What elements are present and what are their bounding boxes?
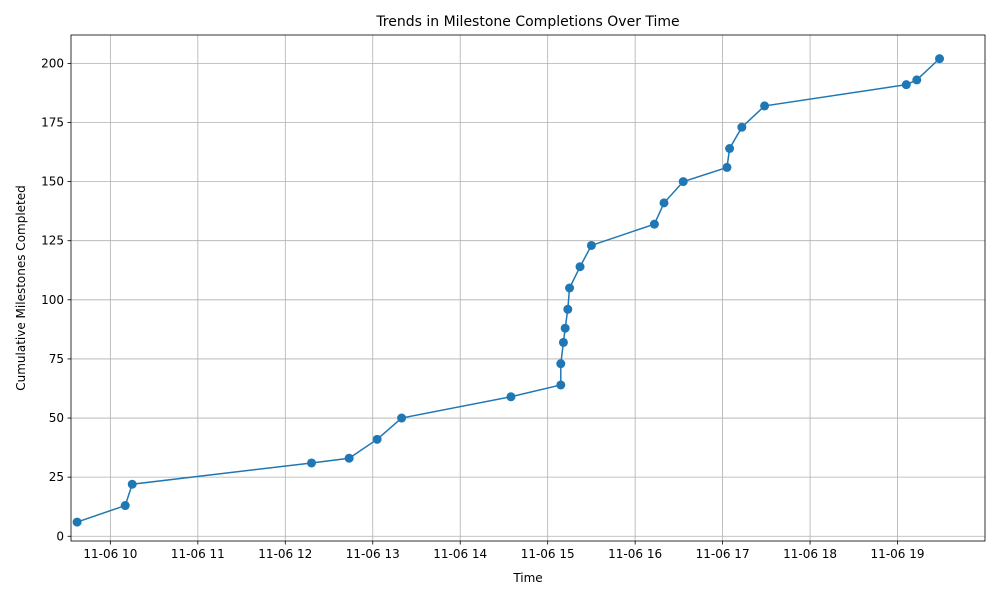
y-tick-label: 200 [41,56,64,70]
grid [71,35,985,541]
data-point [372,434,382,444]
plot-frame [70,34,986,542]
x-tick-label: 11-06 18 [783,547,837,561]
data-point [558,337,568,347]
data-point [912,75,922,85]
y-tick-label: 175 [41,115,64,129]
y-tick-label: 50 [49,411,64,425]
x-tick-label: 11-06 11 [171,547,225,561]
data-point [344,453,354,463]
data-point [760,101,770,111]
data-point [659,198,669,208]
y-tick-label: 150 [41,175,64,189]
data-point [556,359,566,369]
x-tick-label: 11-06 14 [433,547,487,561]
x-tick-label: 11-06 17 [696,547,750,561]
x-tick-label: 11-06 13 [346,547,400,561]
data-point [556,380,566,390]
data-point [935,54,945,64]
data-point [565,283,575,293]
x-tick-label: 11-06 10 [83,547,137,561]
x-tick-label: 11-06 15 [521,547,575,561]
axis-ticks: 11-06 10 11-06 11 11-06 12 11-06 13 11-06 14… [41,56,924,561]
y-tick-label: 25 [49,470,64,484]
data-point [397,413,407,423]
data-point [560,323,570,333]
data-point [127,479,137,489]
x-axis-label: Time [512,571,542,585]
data-point [901,80,911,90]
data-point [307,458,317,468]
data-point [506,392,516,402]
data-point [120,501,130,511]
data-point [72,517,82,527]
data-point [725,143,735,153]
data-point [586,240,596,250]
series-layer [72,54,945,527]
x-tick-label: 11-06 12 [258,547,312,561]
data-point [722,162,732,172]
y-axis-label: Cumulative Milestones Completed [14,185,28,391]
x-tick-label: 11-06 19 [871,547,925,561]
x-tick-label: 11-06 16 [608,547,662,561]
data-point [563,304,573,314]
data-point [678,177,688,187]
y-tick-label: 0 [56,529,64,543]
chart-title: Trends in Milestone Completions Over Tim… [375,14,679,30]
y-tick-label: 100 [41,293,64,307]
data-point [649,219,659,229]
y-tick-label: 125 [41,234,64,248]
data-point [737,122,747,132]
y-tick-label: 75 [49,352,64,366]
data-point [575,262,585,272]
